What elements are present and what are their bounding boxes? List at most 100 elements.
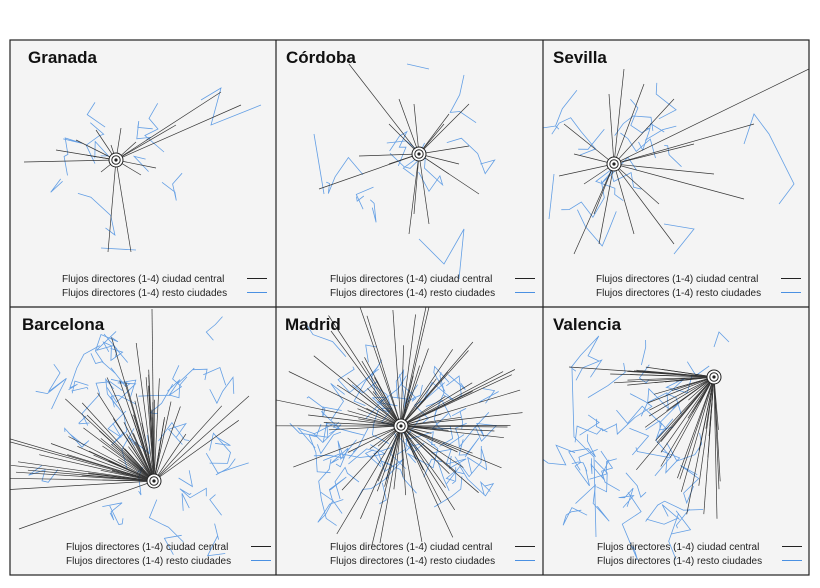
rest-flow-line (181, 493, 190, 511)
central-flow-line (400, 425, 446, 488)
central-flows (23, 91, 242, 253)
rest-flow-line (306, 396, 342, 417)
legend: Flujos directores (1-4) ciudad central Fl… (330, 542, 535, 567)
rest-flow-line (452, 467, 457, 485)
panel-title: Córdoba (286, 48, 356, 67)
rest-flow-line (308, 424, 331, 474)
central-flow-line (134, 400, 155, 482)
central-flow-line (400, 345, 404, 427)
central-flow-line (613, 163, 675, 245)
panel-granada: Granada Flujos directores (1-4) ciudad ce… (23, 48, 267, 299)
central-flow-line (106, 377, 155, 482)
rest-flow-line (63, 137, 83, 176)
rest-flow-line (129, 435, 150, 455)
panel-title: Barcelona (22, 315, 105, 334)
central-flow-line (400, 369, 516, 427)
central-flow-line (661, 369, 715, 378)
rest-flow-line (675, 508, 690, 529)
central-flow-line (148, 374, 155, 482)
central-flow-line (613, 68, 809, 165)
central-flow-line (153, 401, 172, 482)
rest-flow-line (373, 447, 392, 465)
central-flow-line (153, 433, 187, 482)
central-flow-line (68, 436, 155, 482)
rest-flow-line (94, 333, 119, 364)
rest-flow-line (548, 173, 555, 220)
central-flow-line (418, 113, 450, 155)
central-flow-line (613, 163, 745, 200)
central-flow-line (677, 376, 715, 479)
central-flow-line (366, 315, 402, 427)
rest-flow-line (680, 465, 700, 505)
panel-madrid: Madrid Flujos directores (1-4) ciudad cen… (276, 307, 535, 567)
central-flow-line (400, 425, 504, 439)
central-flow-line (613, 143, 695, 165)
rest-flow-line (317, 491, 344, 523)
rest-flow-line (555, 90, 578, 126)
central-flow-line (288, 371, 402, 427)
panel-sevilla: Sevilla Flujos directores (1-4) ciudad ce… (543, 48, 809, 299)
legend: Flujos directores (1-4) ciudad central Fl… (330, 274, 535, 299)
central-flow-line (418, 145, 470, 155)
central-flow-line (613, 163, 635, 235)
rest-flow-line (138, 376, 188, 399)
central-flow-line (713, 376, 721, 482)
rest-flow-line (167, 365, 183, 396)
rest-flow-line (370, 199, 377, 223)
rest-flow-line (446, 137, 496, 175)
rest-flow-line (630, 98, 651, 134)
rest-flow-line (90, 353, 116, 374)
rest-flow-line (482, 388, 496, 404)
central-flow-line (83, 427, 155, 482)
rest-flow-line (102, 341, 124, 362)
central-flow-line (593, 163, 615, 215)
central-flow-line (613, 123, 755, 165)
panel-title: Valencia (553, 315, 622, 334)
panel-title: Granada (28, 48, 98, 67)
panel-title: Sevilla (553, 48, 607, 67)
central-flow-line (39, 454, 155, 482)
legend: Flujos directores (1-4) ciudad central Fl… (597, 542, 802, 567)
central-flow-line (400, 371, 504, 427)
central-flow-line (400, 425, 455, 511)
rest-flow-line (106, 379, 137, 403)
central-flow-line (100, 469, 155, 482)
central-flow-line (371, 425, 402, 548)
legend: Flujos directores (1-4) ciudad central Fl… (596, 274, 801, 299)
central-flow-line (115, 159, 132, 253)
central-flow-line (126, 433, 155, 482)
central-flow-line (655, 376, 715, 441)
central-flow-line (122, 447, 155, 482)
rest-flow-line (365, 344, 377, 363)
rest-flow-line (543, 125, 560, 130)
central-flow-line (361, 360, 402, 427)
central-flow-line (86, 414, 155, 482)
rest-flow-line (380, 460, 417, 494)
rest-flow-line (313, 439, 357, 460)
rest-flow-line (179, 487, 207, 499)
rest-flow-line (562, 507, 588, 526)
rest-flow-line (132, 155, 149, 172)
central-flow-line (107, 159, 117, 253)
rest-flow-line (318, 459, 337, 526)
rest-flow-line (655, 82, 677, 120)
rest-flow-line (102, 502, 123, 521)
central-flow-line (400, 307, 427, 427)
central-flow-line (400, 425, 449, 431)
central-flow-line (703, 376, 715, 515)
central-flow-line (10, 464, 155, 482)
rest-flow-line (386, 140, 425, 169)
central-flow-line (400, 396, 446, 427)
central-flow-line (656, 376, 715, 444)
central-flow-line (660, 376, 715, 453)
central-flow-line (418, 103, 470, 155)
central-flow-line (376, 425, 402, 492)
central-flow-line (660, 376, 715, 442)
central-flow-line (328, 425, 402, 431)
rest-flow-line (379, 482, 387, 505)
legend-rest-label: Flujos directores (1-4) resto ciudades (62, 288, 227, 299)
central-flow-line (10, 480, 155, 490)
central-flow-line (644, 376, 715, 428)
central-flow-line (400, 348, 429, 427)
central-flow-line (347, 410, 402, 427)
